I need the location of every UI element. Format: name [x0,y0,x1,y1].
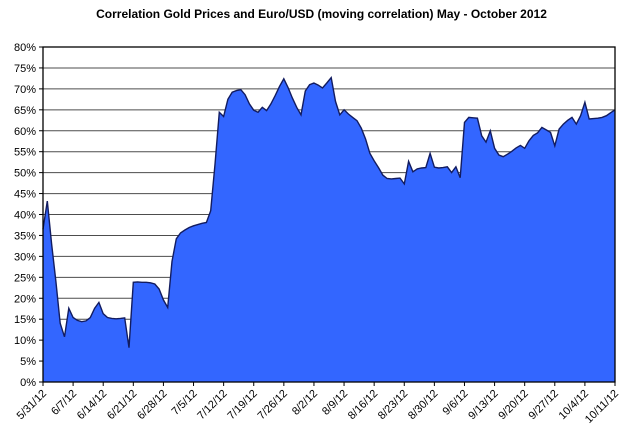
y-axis-label: 35% [14,230,36,242]
x-axis-label: 9/27/12 [526,388,560,422]
x-axis-label: 6/28/12 [135,388,169,422]
y-axis-label: 30% [14,251,36,263]
y-axis-label: 20% [14,293,36,305]
y-axis-label: 55% [14,147,36,159]
x-axis-label: 6/14/12 [75,388,109,422]
x-axis-label: 8/30/12 [406,388,440,422]
x-axis-label: 8/16/12 [346,388,380,422]
y-axis-label: 10% [14,335,36,347]
x-axis-label: 8/23/12 [376,388,410,422]
y-axis-label: 65% [14,105,36,117]
x-axis-label: 5/31/12 [15,388,49,422]
x-axis-label: 7/12/12 [195,388,229,422]
area-series-edge [42,75,616,348]
y-axis-label: 5% [20,356,36,368]
x-axis-label: 10/11/12 [583,388,621,426]
chart-title: Correlation Gold Prices and Euro/USD (mo… [96,7,547,21]
y-axis-label: 0% [20,377,36,389]
y-axis-label: 60% [14,126,36,138]
y-axis-label: 15% [14,314,36,326]
y-axis-label: 75% [14,63,36,75]
x-axis-label: 8/2/12 [290,388,320,418]
x-axis-label: 7/19/12 [225,388,259,422]
y-axis-label: 45% [14,189,36,201]
x-axis-label: 7/26/12 [256,388,290,422]
y-axis-label: 50% [14,168,36,180]
y-axis-label: 70% [14,84,36,96]
x-axis-label: 9/20/12 [496,388,530,422]
area-series [43,77,615,382]
y-axis-label: 25% [14,272,36,284]
x-axis-label: 9/13/12 [466,388,500,422]
y-axis-label: 80% [14,42,36,54]
y-axis-label: 40% [14,210,36,222]
x-axis-label: 6/21/12 [105,388,139,422]
